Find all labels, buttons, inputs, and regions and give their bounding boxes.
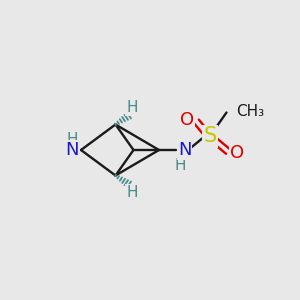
Text: O: O xyxy=(230,144,244,162)
Text: CH₃: CH₃ xyxy=(236,103,265,118)
Text: H: H xyxy=(126,100,138,115)
Text: N: N xyxy=(178,141,191,159)
Text: S: S xyxy=(203,127,217,146)
Text: O: O xyxy=(180,111,195,129)
Text: N: N xyxy=(65,141,79,159)
Text: H: H xyxy=(174,158,186,173)
Text: H: H xyxy=(66,132,78,147)
Text: H: H xyxy=(126,185,138,200)
